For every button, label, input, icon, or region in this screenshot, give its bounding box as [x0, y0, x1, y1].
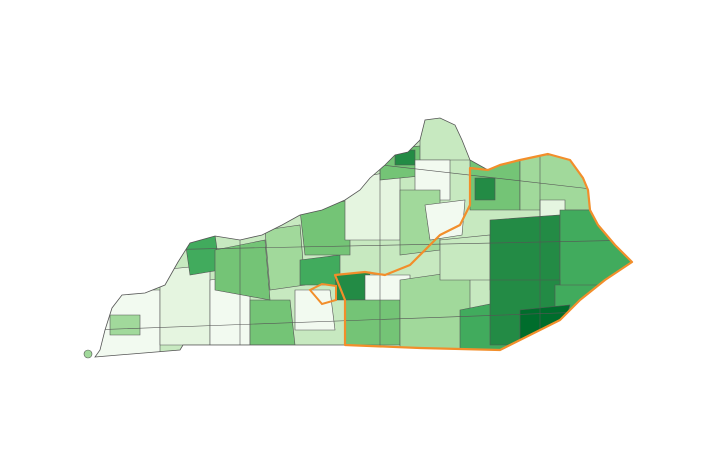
county: [399, 269, 471, 351]
county: [519, 304, 571, 341]
county: [83, 349, 93, 359]
county: [424, 199, 466, 241]
county: [439, 234, 491, 281]
region-outline: [308, 282, 337, 306]
county: [474, 177, 496, 201]
region-outline: [333, 152, 634, 352]
county: [214, 239, 271, 301]
county: [264, 224, 306, 291]
county: [109, 314, 141, 336]
county: [159, 264, 211, 346]
county: [299, 254, 341, 286]
county-border: [95, 309, 632, 331]
county: [419, 118, 471, 161]
county: [394, 149, 416, 166]
county: [294, 289, 336, 331]
county: [344, 299, 401, 346]
counties: [95, 118, 632, 357]
county: [489, 214, 561, 291]
county-border: [149, 239, 632, 251]
county: [344, 169, 401, 241]
county: [559, 209, 632, 291]
